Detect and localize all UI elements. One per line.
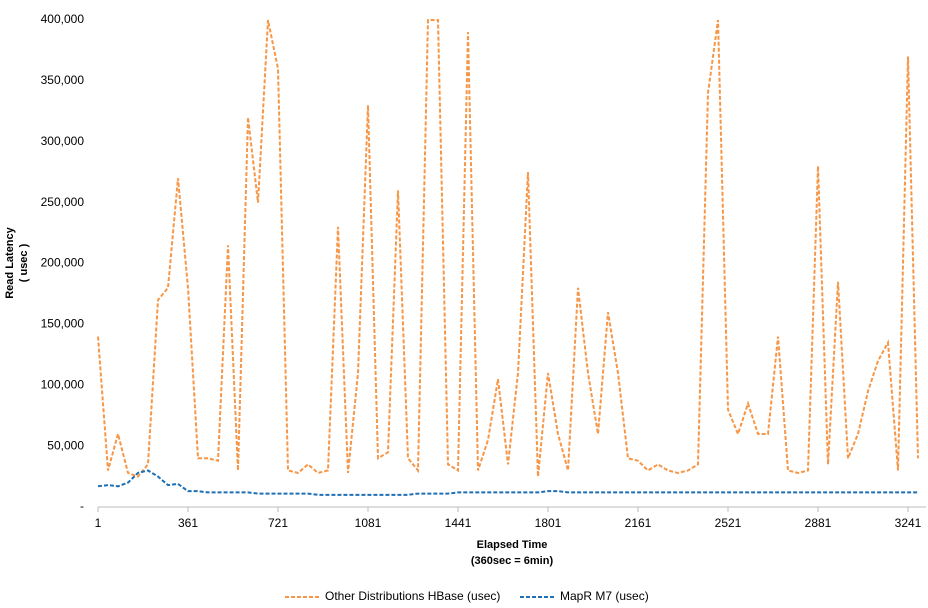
series-line xyxy=(97,19,919,478)
y-tick-label: 250,000 xyxy=(41,195,85,209)
x-axis-label: (360sec = 6min) xyxy=(471,555,554,567)
y-tick-label: 350,000 xyxy=(41,73,85,87)
y-tick-label: - xyxy=(80,499,84,513)
x-tick-label: 1 xyxy=(95,516,102,530)
y-tick-label: 200,000 xyxy=(41,256,85,270)
legend-label: MapR M7 (usec) xyxy=(560,589,649,603)
x-tick-label: 1081 xyxy=(355,516,382,530)
y-axis-label: ( usec ) xyxy=(18,243,30,282)
x-tick-label: 2521 xyxy=(715,516,742,530)
y-tick-label: 300,000 xyxy=(41,134,85,148)
y-tick-label: 400,000 xyxy=(41,12,85,26)
x-tick-label: 2881 xyxy=(805,516,832,530)
x-tick-label: 361 xyxy=(178,516,198,530)
y-tick-label: 100,000 xyxy=(41,377,85,391)
y-axis-label: Read Latency xyxy=(4,226,16,298)
y-tick-label: 150,000 xyxy=(41,317,85,331)
x-tick-label: 1801 xyxy=(535,516,562,530)
y-tick-label: 50,000 xyxy=(47,438,84,452)
x-axis-label: Elapsed Time xyxy=(477,539,548,551)
series-line xyxy=(97,469,918,496)
legend-label: Other Distributions HBase (usec) xyxy=(325,589,500,603)
x-tick-label: 721 xyxy=(268,516,288,530)
x-tick-label: 2161 xyxy=(625,516,652,530)
x-tick-label: 3241 xyxy=(895,516,922,530)
x-tick-label: 1441 xyxy=(445,516,472,530)
